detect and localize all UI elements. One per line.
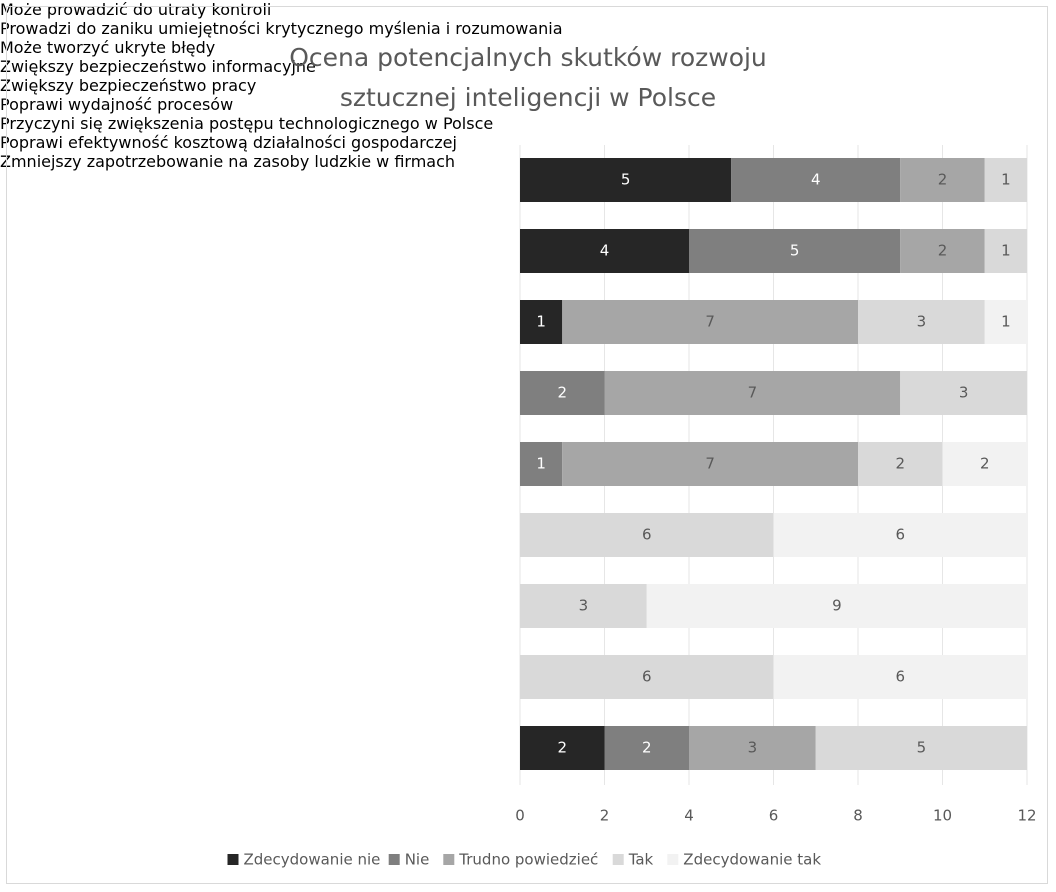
bar-segment <box>773 513 1027 557</box>
category-label: Poprawi wydajność procesów <box>0 95 234 114</box>
bar-segment <box>731 158 901 202</box>
data-label: 7 <box>705 313 715 331</box>
x-tick-label: 6 <box>769 807 779 825</box>
data-label: 6 <box>895 668 905 686</box>
data-label: 6 <box>895 526 905 544</box>
bar-segment <box>520 726 605 770</box>
data-label: 7 <box>705 455 715 473</box>
x-tick-label: 2 <box>600 807 610 825</box>
data-label: 4 <box>600 242 610 260</box>
x-tick-label: 0 <box>515 807 525 825</box>
category-label: Zwiększy bezpieczeństwo pracy <box>0 76 257 95</box>
data-label: 1 <box>1001 313 1011 331</box>
category-label: Zmniejszy zapotrzebowanie na zasoby ludz… <box>0 152 456 171</box>
bar-segment <box>900 158 985 202</box>
x-tick-label: 8 <box>853 807 863 825</box>
data-label: 1 <box>1001 171 1011 189</box>
legend-label: Zdecydowanie nie <box>244 851 381 869</box>
data-label: 5 <box>790 242 800 260</box>
bar-segment <box>773 655 1027 699</box>
data-label: 7 <box>748 384 758 402</box>
bar-segment <box>900 229 985 273</box>
legend-label: Zdecydowanie tak <box>683 851 821 869</box>
category-label: Może tworzyć ukryte błędy <box>0 38 216 57</box>
category-label: Poprawi efektywność kosztową działalnośc… <box>0 133 457 152</box>
data-label: 2 <box>980 455 990 473</box>
legend-label: Nie <box>405 851 430 869</box>
bar-segment <box>520 158 732 202</box>
legend-swatch <box>443 854 455 865</box>
category-label: Przyczyni się zwiększenia postępu techno… <box>0 114 494 133</box>
chart-frame <box>6 6 1048 884</box>
data-label: 1 <box>1001 242 1011 260</box>
legend-label: Tak <box>628 851 654 869</box>
data-label: 1 <box>536 455 546 473</box>
x-tick-label: 12 <box>1017 807 1036 825</box>
bar-segment <box>984 158 1027 202</box>
data-label: 2 <box>895 455 905 473</box>
bar-segment <box>689 229 901 273</box>
bar-segment <box>815 726 1027 770</box>
bar-segment <box>520 300 563 344</box>
data-label: 2 <box>938 171 948 189</box>
bar-segment <box>646 584 1027 628</box>
legend-swatch <box>227 854 239 865</box>
bar-segment <box>689 726 816 770</box>
data-label: 2 <box>642 739 652 757</box>
bar-segment <box>858 442 943 486</box>
bar-segment <box>900 371 1027 415</box>
legend-swatch <box>388 854 400 865</box>
legend-swatch <box>667 854 679 865</box>
bar-segment <box>520 584 647 628</box>
category-label: Zwiększy bezpieczeństwo informacyjne <box>0 57 316 76</box>
data-label: 4 <box>811 171 821 189</box>
bar-segment <box>520 655 774 699</box>
chart-title: Ocena potencjalnych skutków rozwoju sztu… <box>289 43 767 112</box>
bar-segment <box>562 442 858 486</box>
x-tick-label: 10 <box>933 807 952 825</box>
data-label: 2 <box>557 384 567 402</box>
bar-segment <box>984 229 1027 273</box>
data-label: 9 <box>832 597 842 615</box>
bar-segment <box>858 300 985 344</box>
bar-segment <box>520 513 774 557</box>
legend-label: Trudno powiedzieć <box>458 851 598 869</box>
bar-segment <box>984 300 1027 344</box>
bar-segment <box>520 371 605 415</box>
bar-segment <box>520 442 563 486</box>
data-label: 3 <box>748 739 758 757</box>
data-label: 5 <box>917 739 927 757</box>
data-label: 6 <box>642 526 652 544</box>
bar-segment <box>942 442 1027 486</box>
data-label: 1 <box>536 313 546 331</box>
legend-swatch <box>612 854 624 865</box>
x-tick-label: 4 <box>684 807 694 825</box>
data-label: 6 <box>642 668 652 686</box>
bar-segment <box>520 229 689 273</box>
data-label: 3 <box>959 384 969 402</box>
data-label: 2 <box>938 242 948 260</box>
category-label: Prowadzi do zaniku umiejętności krytyczn… <box>0 19 563 38</box>
data-label: 3 <box>579 597 589 615</box>
bar-segment <box>562 300 858 344</box>
data-label: 5 <box>621 171 631 189</box>
bar-segment <box>604 726 689 770</box>
category-label: Może prowadzić do utraty kontroli <box>0 0 272 19</box>
bar-segment <box>604 371 901 415</box>
data-label: 2 <box>557 739 567 757</box>
data-label: 3 <box>917 313 927 331</box>
